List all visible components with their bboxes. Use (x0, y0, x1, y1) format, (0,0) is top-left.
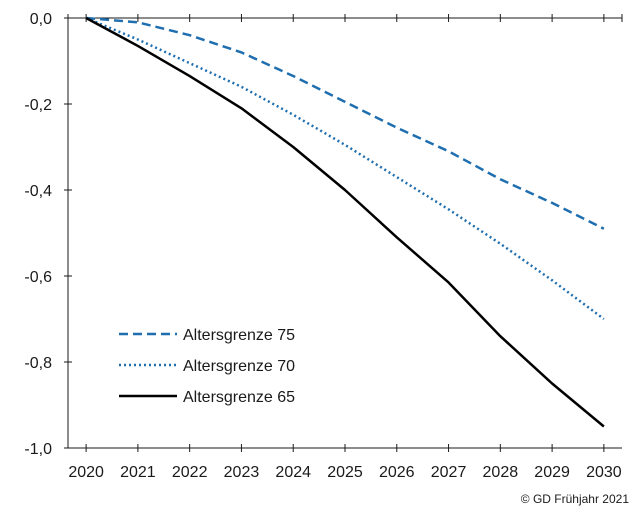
x-tick-label: 2022 (172, 464, 208, 481)
y-tick-label: -1,0 (24, 441, 52, 458)
x-tick-label: 2029 (534, 464, 570, 481)
y-tick-label: 0,0 (30, 11, 52, 28)
y-tick-label: -0,4 (24, 183, 52, 200)
series-layer (85, 16, 605, 428)
y-tick-label: -0,2 (24, 97, 52, 114)
y-tick-label: -0,6 (24, 269, 52, 286)
series-line-1 (86, 16, 605, 230)
copyright-note: © GD Frühjahr 2021 (521, 492, 630, 506)
x-tick-label: 2025 (327, 464, 363, 481)
x-tick-label: 2030 (586, 464, 622, 481)
x-tick-label: 2028 (483, 464, 519, 481)
legend-label: Altersgrenze 75 (183, 327, 295, 344)
legend-label: Altersgrenze 70 (183, 358, 295, 375)
x-tick-label: 2024 (275, 464, 311, 481)
legend-label: Altersgrenze 65 (183, 389, 295, 406)
series-line-3 (85, 16, 605, 428)
axes: 0,0 -0,2 -0,4 -0,6 -0,8 -1,0 2020 2021 2022 2023 2… (24, 11, 623, 481)
x-tick-label: 2026 (379, 464, 415, 481)
x-tick-label: 2027 (431, 464, 467, 481)
series-line-2 (85, 16, 605, 321)
y-tick-label: -0,8 (24, 355, 52, 372)
x-tick-label: 2021 (120, 464, 156, 481)
x-tick-label: 2020 (68, 464, 104, 481)
legend: Altersgrenze 75 Altersgrenze 70 Altersgren… (119, 327, 295, 406)
x-tick-label: 2023 (224, 464, 260, 481)
